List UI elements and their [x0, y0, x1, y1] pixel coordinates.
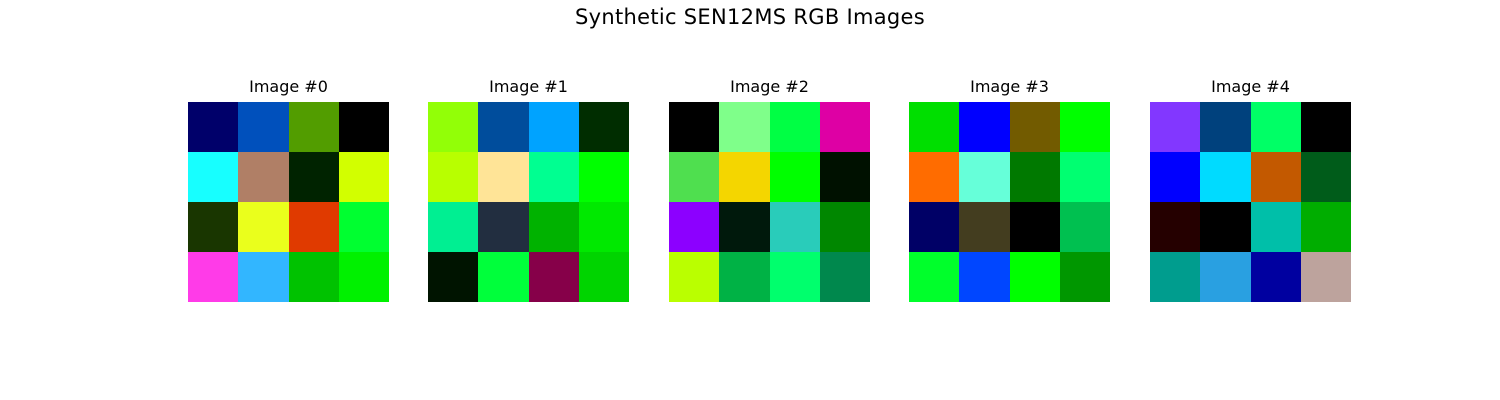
image-panel-2: Image #2 [669, 76, 870, 302]
pixel-cell-r2-c2 [289, 202, 339, 252]
pixel-cell-r1-c2 [1010, 152, 1060, 202]
image-grid [188, 102, 389, 302]
image-panel-title: Image #3 [970, 77, 1049, 96]
pixel-cell-r2-c3 [1060, 202, 1110, 252]
pixel-cell-r3-c2 [770, 252, 820, 302]
pixel-cell-r1-c0 [909, 152, 959, 202]
pixel-cell-r0-c0 [1150, 102, 1200, 152]
pixel-cell-r3-c2 [1251, 252, 1301, 302]
pixel-cell-r1-c1 [478, 152, 529, 202]
pixel-cell-r2-c1 [719, 202, 770, 252]
pixel-cell-r2-c0 [428, 202, 478, 252]
image-panel-title: Image #0 [249, 77, 328, 96]
pixel-cell-r2-c0 [188, 202, 238, 252]
pixel-cell-r2-c3 [339, 202, 389, 252]
pixel-cell-r0-c1 [238, 102, 289, 152]
pixel-cell-r2-c2 [1010, 202, 1060, 252]
pixel-cell-r2-c1 [959, 202, 1010, 252]
pixel-cell-r3-c1 [238, 252, 289, 302]
pixel-cell-r3-c0 [428, 252, 478, 302]
image-panel-title: Image #1 [489, 77, 568, 96]
pixel-cell-r2-c3 [579, 202, 629, 252]
pixel-cell-r0-c1 [719, 102, 770, 152]
pixel-cell-r3-c2 [1010, 252, 1060, 302]
pixel-cell-r3-c3 [579, 252, 629, 302]
pixel-cell-r2-c1 [1200, 202, 1251, 252]
pixel-cell-r2-c3 [1301, 202, 1351, 252]
pixel-cell-r3-c1 [478, 252, 529, 302]
pixel-cell-r3-c2 [529, 252, 579, 302]
image-grid [428, 102, 629, 302]
image-panel-title: Image #2 [730, 77, 809, 96]
pixel-cell-r0-c3 [579, 102, 629, 152]
pixel-cell-r3-c0 [669, 252, 719, 302]
pixel-cell-r1-c2 [770, 152, 820, 202]
pixel-cell-r1-c2 [529, 152, 579, 202]
pixel-cell-r0-c2 [1010, 102, 1060, 152]
pixel-cell-r2-c0 [669, 202, 719, 252]
image-grid [1150, 102, 1351, 302]
pixel-cell-r0-c3 [1301, 102, 1351, 152]
pixel-cell-r1-c0 [669, 152, 719, 202]
pixel-cell-r0-c3 [1060, 102, 1110, 152]
image-panel-3: Image #3 [909, 76, 1110, 302]
pixel-cell-r2-c2 [1251, 202, 1301, 252]
pixel-cell-r3-c0 [188, 252, 238, 302]
pixel-cell-r0-c1 [959, 102, 1010, 152]
pixel-cell-r2-c1 [238, 202, 289, 252]
pixel-cell-r3-c1 [959, 252, 1010, 302]
pixel-cell-r3-c1 [719, 252, 770, 302]
pixel-cell-r1-c1 [719, 152, 770, 202]
pixel-cell-r1-c1 [1200, 152, 1251, 202]
pixel-cell-r0-c2 [529, 102, 579, 152]
pixel-cell-r0-c0 [669, 102, 719, 152]
image-panel-title: Image #4 [1211, 77, 1290, 96]
pixel-cell-r0-c2 [289, 102, 339, 152]
pixel-cell-r2-c2 [529, 202, 579, 252]
pixel-cell-r1-c2 [1251, 152, 1301, 202]
pixel-cell-r1-c3 [820, 152, 870, 202]
image-grid [909, 102, 1110, 302]
pixel-cell-r1-c0 [188, 152, 238, 202]
image-grid [669, 102, 870, 302]
pixel-cell-r3-c3 [1301, 252, 1351, 302]
pixel-cell-r1-c3 [579, 152, 629, 202]
pixel-cell-r1-c3 [1060, 152, 1110, 202]
pixel-cell-r3-c0 [909, 252, 959, 302]
pixel-cell-r0-c0 [428, 102, 478, 152]
pixel-cell-r3-c1 [1200, 252, 1251, 302]
pixel-cell-r2-c0 [909, 202, 959, 252]
pixel-cell-r0-c0 [188, 102, 238, 152]
pixel-cell-r1-c3 [339, 152, 389, 202]
pixel-cell-r3-c3 [1060, 252, 1110, 302]
pixel-cell-r1-c2 [289, 152, 339, 202]
pixel-cell-r0-c3 [339, 102, 389, 152]
pixel-cell-r0-c1 [478, 102, 529, 152]
pixel-cell-r2-c1 [478, 202, 529, 252]
pixel-cell-r0-c3 [820, 102, 870, 152]
pixel-cell-r0-c2 [1251, 102, 1301, 152]
image-panel-1: Image #1 [428, 76, 629, 302]
pixel-cell-r1-c0 [1150, 152, 1200, 202]
image-panel-4: Image #4 [1150, 76, 1351, 302]
pixel-cell-r3-c0 [1150, 252, 1200, 302]
pixel-cell-r1-c1 [959, 152, 1010, 202]
pixel-cell-r2-c3 [820, 202, 870, 252]
figure-title: Synthetic SEN12MS RGB Images [574, 5, 926, 29]
pixel-cell-r3-c3 [820, 252, 870, 302]
pixel-cell-r2-c2 [770, 202, 820, 252]
pixel-cell-r1-c3 [1301, 152, 1351, 202]
pixel-cell-r1-c0 [428, 152, 478, 202]
pixel-cell-r3-c2 [289, 252, 339, 302]
pixel-cell-r0-c1 [1200, 102, 1251, 152]
pixel-cell-r0-c0 [909, 102, 959, 152]
pixel-cell-r3-c3 [339, 252, 389, 302]
image-panel-0: Image #0 [188, 76, 389, 302]
pixel-cell-r0-c2 [770, 102, 820, 152]
pixel-cell-r2-c0 [1150, 202, 1200, 252]
pixel-cell-r1-c1 [238, 152, 289, 202]
